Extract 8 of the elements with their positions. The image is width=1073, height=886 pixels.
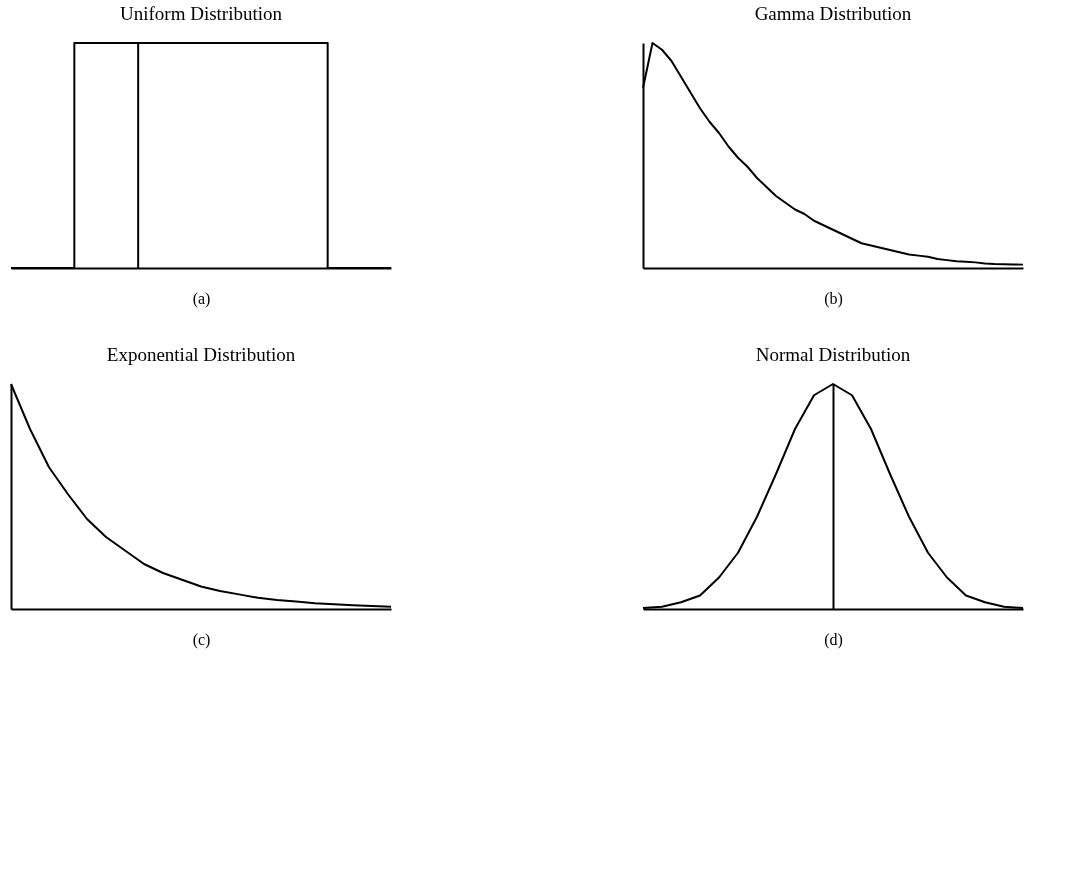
x-axis-title: (b)	[824, 289, 843, 308]
chart-title: Normal Distribution	[755, 344, 911, 365]
chart-title: Gamma Distribution	[754, 3, 912, 24]
x-axis-title: (d)	[824, 630, 843, 649]
chart-title: Uniform Distribution	[119, 3, 283, 24]
x-axis-title: (c)	[192, 630, 211, 649]
x-axis-title: (a)	[192, 289, 211, 308]
chart-title: Exponential Distribution	[106, 344, 296, 365]
